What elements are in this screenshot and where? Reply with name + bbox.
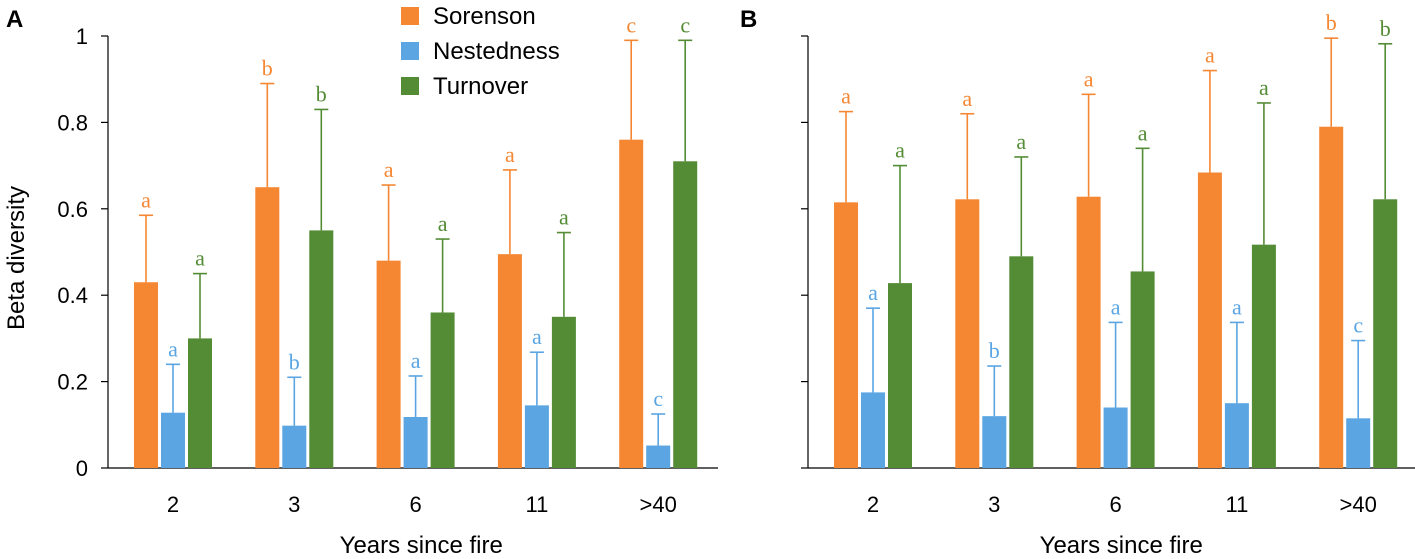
panel-b-bar-turnover: [1009, 256, 1034, 468]
panel-a-x-tick-label: 2: [167, 492, 179, 517]
panel-a-sig-letter-turnover: a: [195, 246, 205, 271]
panel-b-sig-letter-nestedness: a: [1232, 294, 1242, 319]
panel-b-x-tick-label: 2: [867, 492, 879, 517]
legend-label-nestedness: Nestedness: [433, 38, 560, 65]
panel-b-bar-turnover: [1130, 271, 1155, 468]
panel-b-bar-sorenson: [1076, 196, 1101, 469]
legend: Sorenson Nestedness Turnover: [401, 3, 560, 100]
panel-b-sig-letter-turnover: a: [1138, 120, 1148, 145]
panel-a-bar-sorenson: [255, 187, 280, 468]
panel-a-bar-turnover: [551, 316, 576, 468]
panel-b-sig-letter-turnover: a: [1016, 129, 1026, 154]
panel-a-bar-nestedness: [646, 445, 671, 468]
panel-a-x-tick-label: 6: [409, 492, 421, 517]
panel-label-a: A: [6, 6, 23, 33]
panel-a-sig-letter-nestedness: a: [411, 348, 421, 373]
panel-b-sig-letter-sorenson: a: [1205, 43, 1215, 68]
panel-a-sig-letter-nestedness: b: [289, 349, 300, 374]
panel-b-bar-nestedness: [1103, 407, 1128, 468]
panel-a-sig-letter-turnover: c: [680, 12, 690, 37]
legend-swatch-turnover: [401, 77, 419, 95]
panel-b-sig-letter-nestedness: c: [1353, 313, 1363, 338]
panel-b-bar-nestedness: [861, 392, 885, 468]
panel-a-bar-sorenson: [497, 254, 522, 468]
panel-b-bar-sorenson: [1319, 126, 1344, 468]
panel-a-bar-turnover: [430, 312, 455, 468]
panel-a-y-axis-title: Beta diversity: [3, 186, 30, 330]
panel-a-x-axis-title: Years since fire: [340, 532, 503, 559]
panel-b-bar-turnover: [1373, 199, 1398, 468]
panel-a-bar-sorenson: [134, 282, 158, 468]
panel-a-y-tick-label: 0.4: [57, 283, 88, 308]
panel-a-sig-letter-sorenson: c: [626, 12, 636, 37]
panel-a-sig-letter-nestedness: a: [168, 336, 178, 361]
panel-a-y-tick-label: 0: [76, 456, 88, 481]
panel-a-bar-nestedness: [524, 405, 549, 468]
legend-swatch-sorenson: [401, 7, 419, 25]
panel-b-chart: 2 3 6 11 >40 Years since fire a a a a b a b a a c a a a a b: [801, 10, 1415, 559]
panel-b-sig-letter-nestedness: a: [1111, 294, 1121, 319]
panel-a-y-tick-label: 1: [76, 24, 88, 49]
panel-b-x-tick-label: 6: [1109, 492, 1121, 517]
panel-a-y-tick-label: 0.6: [57, 197, 88, 222]
panel-a-sig-letter-sorenson: b: [262, 56, 273, 81]
panel-b-sig-letter-turnover: a: [895, 138, 905, 163]
panel-a-x-tick-label: >40: [640, 492, 677, 517]
panel-b-x-tick-label: 11: [1225, 492, 1248, 517]
panel-a-y-tick-label: 0.8: [57, 110, 88, 135]
panel-label-b: B: [740, 6, 757, 33]
panel-a-bar-nestedness: [403, 417, 428, 468]
panel-a-chart: 0 0.2 0.4 0.6 0.8 1 Beta diversity 2 3 6 11 >40 Year…: [3, 12, 718, 559]
panel-a-sig-letter-turnover: a: [438, 211, 448, 236]
panel-b-sig-letter-sorenson: b: [1326, 10, 1337, 35]
legend-label-sorenson: Sorenson: [433, 3, 536, 30]
panel-a-y-tick-label: 0.2: [57, 370, 88, 395]
panel-a-x-tick-label: 11: [525, 492, 548, 517]
panel-a-sig-letter-turnover: b: [316, 81, 327, 106]
panel-b-bar-sorenson: [955, 199, 980, 468]
panel-b-bar-turnover: [888, 283, 912, 468]
panel-b-x-axis-title: Years since fire: [1040, 532, 1203, 559]
legend-swatch-nestedness: [401, 42, 419, 60]
panel-b-bar-turnover: [1251, 244, 1276, 468]
panel-b-sig-letter-turnover: a: [1259, 75, 1269, 100]
panel-a-sig-letter-nestedness: c: [653, 386, 663, 411]
panel-a-bar-sorenson: [376, 260, 401, 468]
panel-b-x-tick-label: >40: [1340, 492, 1377, 517]
panel-b-sig-letter-sorenson: a: [962, 86, 972, 111]
panel-a-bar-nestedness: [282, 425, 307, 468]
panel-b-x-tick-label: 3: [988, 492, 1000, 517]
panel-b-sig-letter-nestedness: b: [989, 338, 1000, 363]
panel-a-x-tick-label: 3: [288, 492, 300, 517]
panel-b-bar-sorenson: [1197, 172, 1222, 468]
panel-a-sig-letter-sorenson: a: [141, 187, 151, 212]
panel-a-bar-sorenson: [619, 139, 644, 468]
panel-a-bar-nestedness: [161, 412, 185, 468]
panel-b-bar-nestedness: [982, 416, 1007, 468]
panel-b-bar-nestedness: [1224, 403, 1249, 468]
panel-b-sig-letter-nestedness: a: [868, 280, 878, 305]
panel-a-sig-letter-nestedness: a: [532, 324, 542, 349]
legend-label-turnover: Turnover: [433, 73, 528, 100]
panel-a-bar-turnover: [673, 161, 698, 468]
panel-a-bar-turnover: [309, 230, 334, 468]
panel-b-bar-nestedness: [1346, 418, 1371, 468]
panel-a-bar-turnover: [188, 338, 212, 468]
panel-b-sig-letter-sorenson: a: [841, 84, 851, 109]
panel-b-sig-letter-sorenson: a: [1084, 66, 1094, 91]
panel-b-sig-letter-turnover: b: [1380, 16, 1391, 41]
panel-a-sig-letter-sorenson: a: [505, 142, 515, 167]
panel-a-sig-letter-turnover: a: [559, 205, 569, 230]
panel-a-sig-letter-sorenson: a: [384, 157, 394, 182]
panel-b-bar-sorenson: [834, 202, 858, 468]
